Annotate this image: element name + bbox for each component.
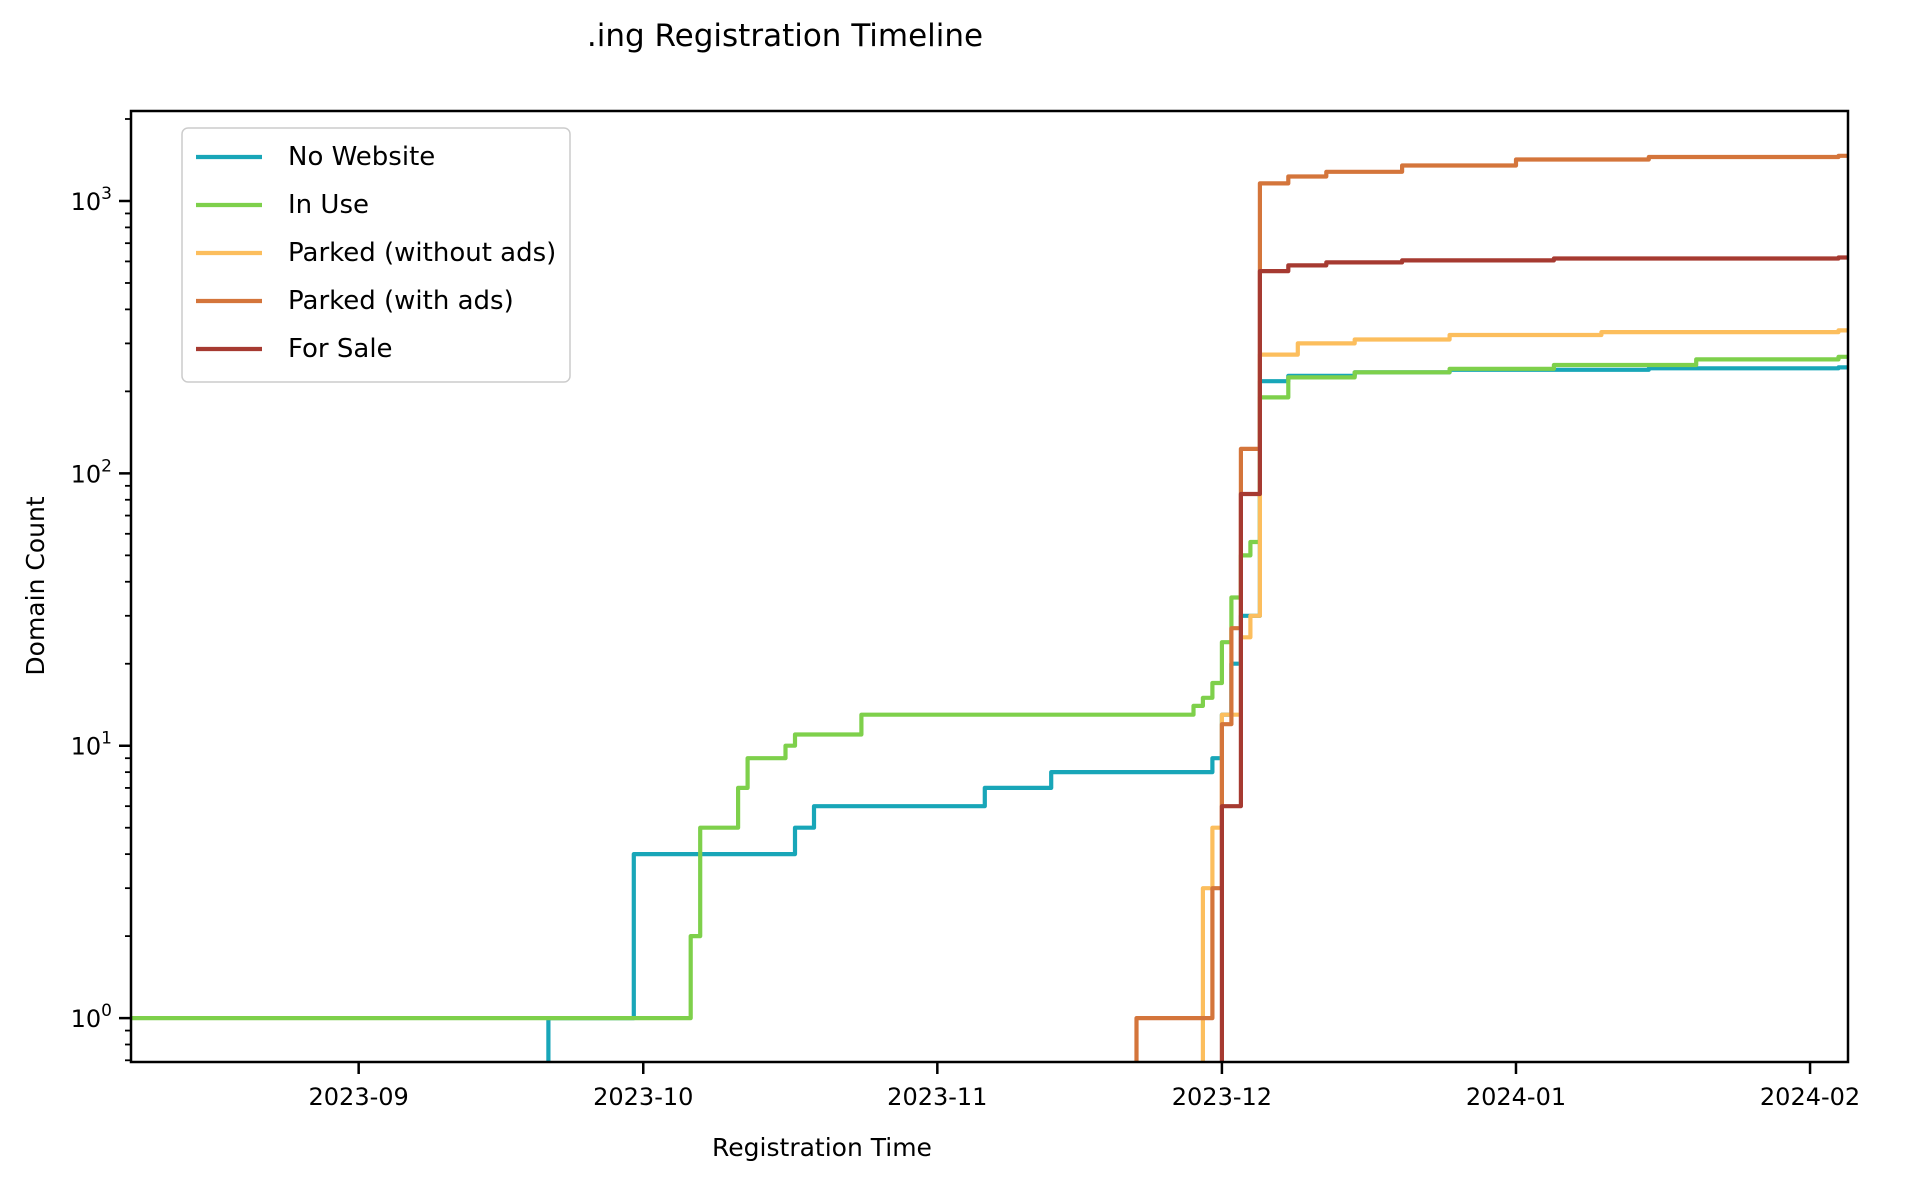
- x-tick-label: 2024-01: [1466, 1083, 1566, 1111]
- plot-frame: [129, 109, 1850, 1064]
- y-tick-label: 101: [71, 729, 112, 761]
- series-line-parked-without-ads: [1200, 328, 1848, 1062]
- y-tick-label: 100: [71, 1001, 112, 1033]
- legend-label-3: Parked (without ads): [288, 238, 556, 268]
- legend-box: [181, 127, 571, 383]
- y-axis-label: Domain Count: [21, 496, 50, 675]
- x-axis: 2023-09 2023-10 2023-11 2023-12 2024-01 2024-…: [309, 1062, 1860, 1111]
- series-lines: [131, 153, 1848, 1062]
- y-tick-label: 103: [71, 184, 112, 216]
- series-line-parked-with-ads: [1134, 153, 1848, 1062]
- chart-title: .ing Registration Timeline: [587, 18, 983, 54]
- legend-label-2: In Use: [288, 190, 369, 220]
- series-line-no-website: [546, 365, 1848, 1062]
- legend: No Website In Use Parked (without ads) Park…: [181, 127, 571, 383]
- x-tick-label: 2024-02: [1760, 1083, 1860, 1111]
- x-tick-label: 2023-09: [309, 1083, 409, 1111]
- series-line-for-sale: [1219, 255, 1848, 1062]
- x-tick-label: 2023-10: [593, 1083, 693, 1111]
- legend-label-4: Parked (with ads): [288, 286, 514, 316]
- x-tick-label: 2023-12: [1172, 1083, 1272, 1111]
- x-tick-label: 2023-11: [887, 1083, 987, 1111]
- x-axis-label: Registration Time: [712, 1133, 932, 1162]
- y-tick-label: 102: [71, 456, 112, 488]
- series-line-in-use: [131, 354, 1848, 1021]
- legend-label-5: For Sale: [288, 334, 393, 364]
- y-axis: 100 101 102 103: [71, 184, 131, 1033]
- legend-label-1: No Website: [288, 142, 435, 172]
